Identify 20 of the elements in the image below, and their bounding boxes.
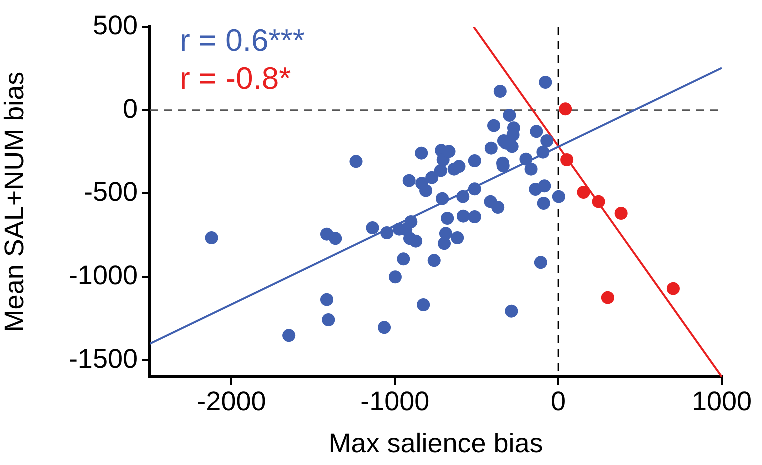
y-tick-label: -500: [84, 177, 138, 208]
x-axis-title: Max salience bias: [328, 428, 544, 458]
point: [601, 291, 614, 304]
point: [560, 154, 574, 166]
x-tick-label: 0: [551, 386, 566, 417]
point: [666, 282, 680, 296]
x-tick-label: 1000: [692, 386, 752, 417]
y-tick-label: -1500: [68, 344, 138, 374]
point: [614, 207, 628, 220]
point: [559, 102, 572, 116]
y-tick-label: 500: [92, 10, 138, 40]
y-axis-title: Mean SAL+NUM bias: [0, 72, 30, 332]
y-tick-label: 0: [122, 94, 138, 124]
x-tick-label: -1000: [360, 386, 430, 417]
annotation: r = -0.8*: [180, 61, 292, 96]
point: [577, 186, 590, 199]
annotation: r = 0.6***: [180, 23, 305, 58]
x-tick-label: -2000: [197, 386, 266, 417]
point: [592, 195, 606, 208]
y-tick-label: -1000: [68, 260, 138, 290]
